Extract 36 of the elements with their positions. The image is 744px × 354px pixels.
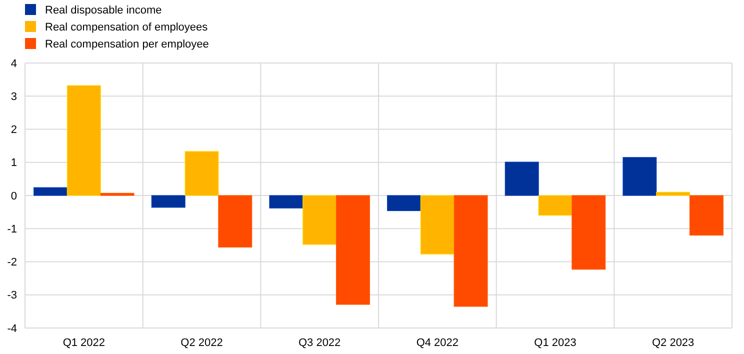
- x-tick-label: Q4 2022: [416, 337, 459, 349]
- legend-label: Real disposable income: [45, 4, 162, 16]
- bar: [269, 195, 304, 208]
- x-tick-label: Q2 2022: [180, 337, 223, 349]
- bar: [100, 192, 134, 196]
- y-tick-label: -2: [7, 256, 17, 269]
- y-tick-label: -1: [7, 223, 17, 236]
- y-tick-label: -4: [7, 322, 17, 335]
- bar: [151, 195, 186, 208]
- x-tick-label: Q3 2022: [298, 337, 341, 349]
- y-tick-label: 2: [10, 124, 17, 136]
- bar: [622, 157, 657, 196]
- x-tick-label: Q1 2023: [534, 337, 576, 349]
- legend-label: Real compensation of employees: [45, 22, 208, 34]
- bar: [66, 85, 101, 196]
- y-tick-label: 3: [10, 90, 17, 103]
- bar: [538, 195, 572, 216]
- bar: [302, 195, 337, 245]
- bar: [572, 195, 606, 270]
- bar: [656, 192, 690, 196]
- bar: [504, 162, 539, 196]
- y-tick-label: 1: [10, 157, 17, 170]
- bar: [420, 195, 454, 254]
- bar: [184, 151, 219, 196]
- y-tick-label: 0: [10, 190, 17, 202]
- bar: [689, 195, 724, 236]
- legend-label: Real compensation per employee: [45, 38, 209, 50]
- x-tick-label: Q2 2023: [652, 337, 694, 349]
- bar: [387, 195, 422, 212]
- x-tick-label: Q1 2022: [62, 337, 106, 349]
- bar: [34, 187, 68, 196]
- bar: [454, 195, 488, 307]
- bar: [218, 195, 252, 248]
- bar: [336, 195, 370, 305]
- y-tick-label: 4: [10, 58, 17, 70]
- y-tick-label: -3: [7, 290, 17, 302]
